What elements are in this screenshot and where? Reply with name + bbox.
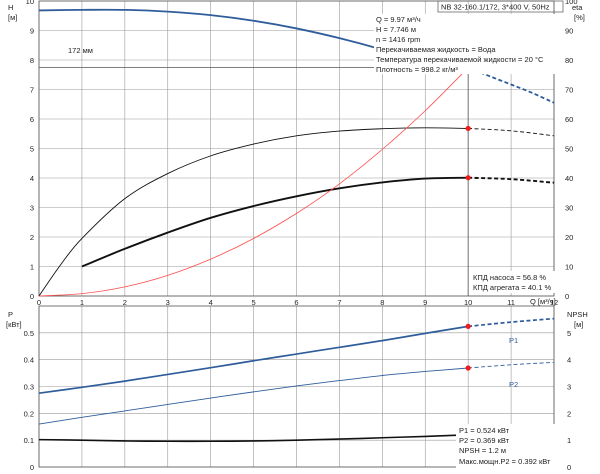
head-axis-label: H	[8, 3, 13, 12]
power-p2: P2 = 0.369 кВт	[459, 436, 510, 445]
eta-tick-label: 10	[565, 263, 573, 272]
eta-pump-curve	[38, 127, 469, 297]
power-axis-unit: [кВт]	[6, 320, 22, 329]
npsh-tick-label: 2	[567, 409, 571, 418]
power-box	[456, 424, 560, 468]
npsh-tick-label: 5	[567, 329, 571, 338]
eta-axis-label: eta	[572, 3, 583, 12]
head-axis-unit: [м]	[8, 13, 17, 22]
x-tick-label: 10	[464, 298, 472, 307]
bottom-plot-frame	[38, 305, 555, 468]
eta-tick-label: 100	[565, 0, 578, 6]
head-tick-label: 1	[30, 263, 34, 272]
power-tick-label: 0.4	[24, 356, 34, 365]
head-tick-label: 10	[26, 0, 34, 6]
head-tick-label: 8	[30, 56, 34, 65]
eta-unit-curve	[81, 176, 469, 268]
P2-curve	[38, 367, 469, 425]
p1-curve-label: P1	[509, 336, 518, 345]
head-tick-label: 9	[30, 27, 34, 36]
duty-marker-p2	[465, 365, 471, 371]
npsh-axis-unit: [м]	[574, 320, 583, 329]
eta-tick-label: 0	[565, 292, 569, 301]
model-label: NB 32-160.1/172, 3*400 V, 50Hz	[441, 3, 550, 12]
P1-curve	[38, 325, 469, 395]
x-tick-label: 11	[507, 298, 515, 307]
x-tick-label: 0	[37, 298, 41, 307]
eta-tick-label: 30	[565, 204, 573, 213]
top-plot-frame	[38, 0, 555, 297]
npsh-tick-label: 0	[567, 463, 571, 472]
info-n: n = 1416 rpm	[376, 35, 420, 44]
P2-curve-extension	[468, 361, 555, 369]
eta-tick-label: 60	[565, 115, 573, 124]
eta-axis-unit: [%]	[574, 13, 585, 22]
eta-tick-label: 80	[565, 56, 573, 65]
npsh-tick-label: 1	[567, 436, 571, 445]
duty-marker-eta-unit	[465, 175, 471, 181]
x-tick-label: 8	[380, 298, 384, 307]
npsh-axis-label: NPSH	[567, 310, 588, 319]
x-tick-label: 12	[550, 298, 558, 307]
power-tick-label: 0.3	[24, 383, 34, 392]
x-tick-label: 9	[423, 298, 427, 307]
info-box	[374, 14, 559, 74]
npsh-tick-label: 3	[567, 383, 571, 392]
eta-pump-curve-extension	[468, 127, 555, 137]
p2-curve-label: P2	[509, 380, 518, 389]
power-axis-label: P	[8, 310, 13, 319]
x-tick-label: 3	[166, 298, 170, 307]
head-tick-label: 3	[30, 204, 34, 213]
x-tick-label: 4	[209, 298, 213, 307]
info-temperature: Температура перекачиваемой жидкости = 20…	[376, 55, 544, 64]
NPSH-curve	[38, 434, 469, 443]
plot-frames	[38, 0, 555, 468]
x-tick-label: 2	[123, 298, 127, 307]
head-tick-label: 0	[30, 292, 34, 301]
info-h: H = 7.746 м	[376, 25, 416, 34]
x-tick-label: 7	[337, 298, 341, 307]
duty-marker-p1	[465, 323, 471, 329]
impeller-diameter-label: 172 мм	[68, 46, 93, 55]
system-curve-curve	[38, 67, 469, 297]
power-npsh: NPSH = 1.2 м	[459, 446, 506, 455]
duty-marker-eta-pump	[465, 125, 471, 132]
x-tick-label: 1	[80, 298, 84, 307]
power-tick-label: 0.5	[24, 329, 34, 338]
head-tick-label: 5	[30, 145, 34, 154]
head-tick-label: 6	[30, 115, 34, 124]
tick-labels: 0 1 2 3 4 5 6 7 8 9 10 11 12012345678910010203040506…	[24, 0, 578, 472]
P1-curve-extension	[468, 317, 555, 328]
eta-tick-label: 70	[565, 86, 573, 95]
info-q: Q = 9.97 м³/ч	[376, 15, 421, 24]
power-p1: P1 = 0.524 кВт	[459, 426, 510, 435]
info-liquid: Перекачиваемая жидкость = Вода	[376, 45, 496, 54]
eff-pump: КПД насоса = 56.8 %	[473, 273, 546, 282]
power-tick-label: 0.2	[24, 409, 34, 418]
npsh-tick-label: 4	[567, 356, 571, 365]
eta-tick-label: 90	[565, 27, 573, 36]
power-max-p2: Макс.мощн.P2 = 0.392 кВт	[459, 457, 551, 466]
x-tick-label: 5	[251, 298, 255, 307]
head-tick-label: 2	[30, 233, 34, 242]
efficiency-box	[470, 271, 560, 293]
head-tick-label: 4	[30, 174, 34, 183]
flow-axis-label: Q [м³/ч]	[530, 297, 556, 306]
head-tick-label: 7	[30, 86, 34, 95]
duty-markers	[39, 64, 472, 438]
power-tick-label: 0	[30, 463, 34, 472]
eta-unit-curve-extension	[468, 176, 555, 184]
power-tick-label: 0.1	[24, 436, 34, 445]
x-tick-label: 6	[294, 298, 298, 307]
eta-tick-label: 50	[565, 145, 573, 154]
eta-tick-label: 20	[565, 233, 573, 242]
info-density: Плотность = 998.2 кг/м³	[376, 65, 458, 74]
eta-tick-label: 40	[565, 174, 573, 183]
eff-unit: КПД агрегата = 40.1 %	[473, 283, 551, 292]
